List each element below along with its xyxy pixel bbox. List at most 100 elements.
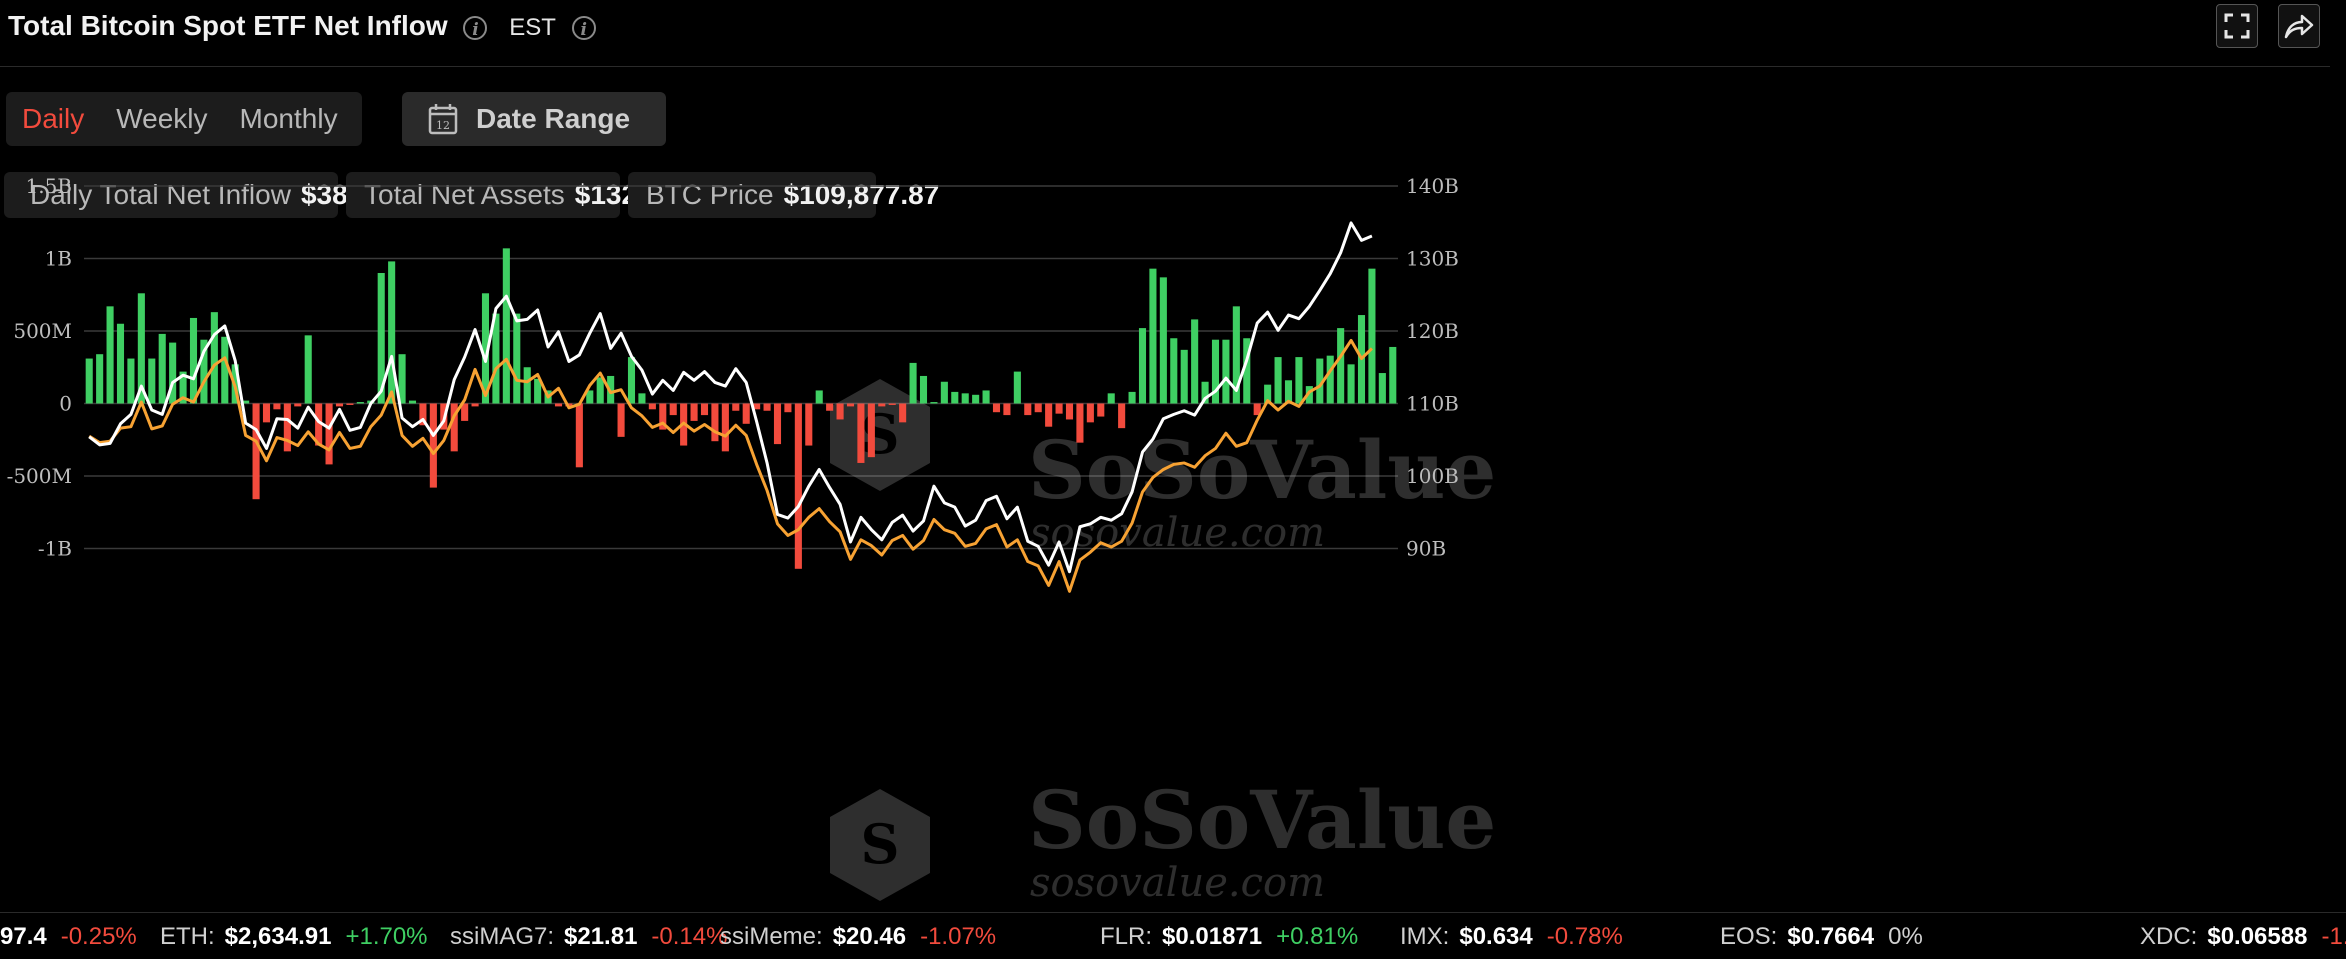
inflow-bar [1389,346,1397,404]
inflow-bar [951,391,959,404]
inflow-bar [315,403,323,446]
inflow-bar [1264,384,1272,404]
inflow-bar [273,403,281,410]
tab-weekly[interactable]: Weekly [116,103,208,134]
page-title: Total Bitcoin Spot ETF Net Inflow i EST … [8,10,596,42]
inflow-bar [1243,338,1251,404]
calendar-icon: 12 [428,104,458,135]
inflow-bar [189,317,198,404]
chart-lines [88,221,1373,593]
inflow-bar [210,312,218,404]
inflow-bar [1232,306,1240,404]
ticker-item[interactable]: ETH: $2,634.91 +1.70% [160,923,428,951]
tab-monthly[interactable]: Monthly [239,103,338,134]
right-tick-label: 120B [1406,319,1459,343]
inflow-bar [659,403,667,430]
timezone-info-icon[interactable]: i [571,15,596,40]
inflow-bar [1222,339,1230,404]
inflow-bar [471,403,479,407]
inflow-bar [575,403,583,468]
inflow-bar [1170,338,1178,404]
inflow-bar [106,306,114,404]
ticker-price: $20.46 [832,923,907,950]
inflow-bar [262,403,271,423]
inflow-bar [1055,403,1063,414]
inflow-bar [1118,403,1126,429]
ticker-change: -0.14% [651,923,728,950]
inflow-bar [96,354,104,404]
share-button[interactable] [2278,4,2320,48]
inflow-bar [784,403,792,413]
tab-daily[interactable]: Daily [22,103,85,134]
inflow-bar [1295,357,1303,404]
inflow-bar [1159,277,1167,404]
inflow-bar [283,403,291,452]
inflow-bar [481,293,490,404]
fullscreen-icon [2224,13,2250,39]
inflow-bar [1368,268,1376,404]
inflow-bar [1211,339,1220,404]
info-icon[interactable]: i [463,15,488,40]
ticker-symbol: IMX: [1400,923,1450,950]
svg-text:S: S [861,402,900,466]
right-axis: 140B 130B 120B 110B 100B 90B [1406,174,1459,561]
inflow-bar [304,335,312,404]
ticker-item[interactable]: XDC: $0.06588 -1.92% [2140,923,2346,951]
fullscreen-button[interactable] [2216,4,2258,48]
ticker-item[interactable]: 97.4 -0.25% [0,923,137,951]
inflow-bar [878,403,886,407]
inflow-bar [325,403,333,465]
inflow-bar [169,342,177,404]
btc-price-line [88,338,1373,593]
legend-assets-label: Total Net Assets [364,179,565,210]
inflow-bar [627,357,636,404]
timezone-label: EST [509,13,556,41]
inflow-bar [586,390,594,404]
inflow-bar [596,377,604,404]
inflow-bars [85,248,1397,569]
inflow-bar [753,403,761,410]
inflow-bar [1347,364,1355,404]
date-range-button[interactable]: 12 Date Range [402,92,666,146]
inflow-bar [1378,373,1386,404]
ticker-item[interactable]: ssiMAG7: $21.81 -0.14% [450,923,727,951]
inflow-bar [1128,391,1136,404]
legend-price-value: $109,877.87 [783,179,940,210]
price-ticker: 97.4 -0.25% ETH: $2,634.91 +1.70% ssiMAG7: $21… [0,912,2346,959]
inflow-bar [982,390,990,404]
ticker-change: +1.70% [345,923,428,950]
ticker-item[interactable]: FLR: $0.01871 +0.81% [1100,923,1358,951]
legend-inflow[interactable]: Daily Total Net Inflow $384.85M [4,172,425,218]
inflow-bar [1284,380,1293,404]
watermark-url-2: sosovalue.com [1030,860,1325,906]
inflow-bar [85,358,93,404]
inflow-bar [158,333,166,404]
inflow-bar [1180,349,1188,404]
share-icon [2284,14,2314,39]
watermark-logo-icon-2 [830,789,930,901]
inflow-bar [972,394,980,404]
inflow-bar [1024,403,1032,416]
inflow-bar [1149,268,1157,404]
inflow-bar [742,403,750,424]
inflow-bar [408,400,417,404]
right-tick-label: 100B [1406,464,1459,488]
svg-text:S: S [861,812,900,876]
ticker-item[interactable]: IMX: $0.634 -0.78% [1400,923,1623,951]
ticker-item[interactable]: ssiMeme: $20.46 -1.07% [720,923,996,951]
inflow-bar [617,403,625,437]
left-tick-label: -1B [38,537,72,561]
ticker-price: $0.06588 [2207,923,2308,950]
legend-price[interactable]: BTC Price $109,877.87 [628,172,939,218]
inflow-bar [1013,371,1021,404]
ticker-item[interactable]: EOS: $0.7664 0% [1720,923,1923,951]
inflow-chart[interactable]: S SoSoValue sosovalue.com S SoSoValue so… [0,0,2346,912]
right-tick-label: 110B [1406,392,1459,416]
inflow-bar [773,403,782,445]
watermark-brand: SoSoValue [1028,423,1496,517]
inflow-bar [1337,328,1345,404]
inflow-bar [116,323,125,404]
ticker-price: $0.01871 [1162,923,1263,950]
chart-grid [84,185,1398,550]
inflow-bar [429,403,437,488]
